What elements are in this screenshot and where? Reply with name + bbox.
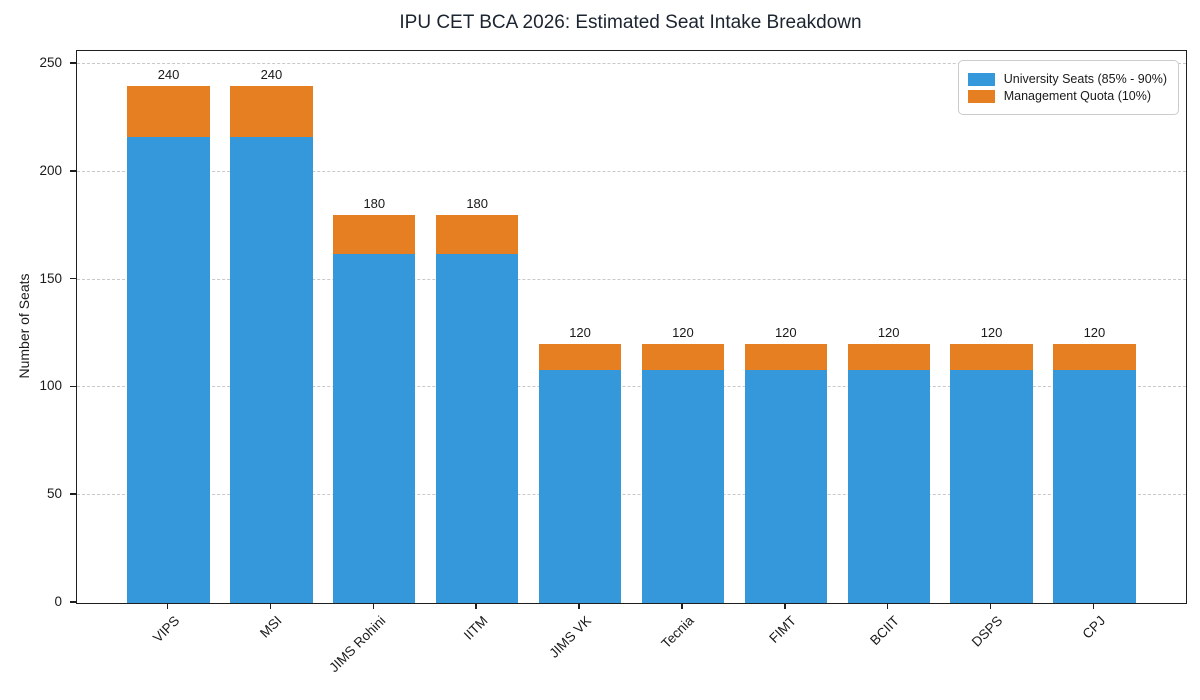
bar-fimt [744, 51, 827, 603]
x-tick-mark [475, 603, 477, 609]
bar-segment-management [744, 344, 827, 371]
y-tick-mark [70, 385, 76, 388]
bar-value-label: 120 [774, 325, 797, 341]
legend-item: Management Quota (10%) [967, 89, 1167, 103]
bar-value-label: 120 [1083, 325, 1106, 341]
bar-dsps [950, 51, 1033, 603]
y-tick-label: 200 [39, 162, 62, 178]
bar-segment-management [230, 85, 313, 138]
x-tick-mark [989, 603, 992, 609]
bar-segment-management [538, 344, 622, 371]
gridline-y-200 [77, 170, 1186, 172]
y-tick-mark [70, 493, 76, 495]
legend-item: University Seats (85% - 90%) [967, 72, 1167, 86]
bar-jims-vk [538, 51, 622, 603]
bar-segment-management [333, 214, 416, 254]
chart-title: IPU CET BCA 2026: Estimated Seat Intake … [399, 12, 862, 33]
gridline-y-150 [77, 278, 1186, 280]
legend-swatch [967, 72, 995, 86]
bar-segment-management [436, 214, 519, 254]
bar-tecnia [641, 51, 725, 603]
legend-label: University Seats (85% - 90%) [1003, 72, 1167, 86]
gridline-y-250 [77, 62, 1186, 64]
x-tick-mark [1092, 603, 1095, 609]
bar-value-label: 120 [672, 325, 694, 341]
bar-segment-management [847, 344, 930, 371]
legend-swatch [967, 89, 995, 103]
bar-segment-university [744, 370, 827, 603]
bar-value-label: 240 [260, 66, 283, 82]
x-tick-mark [372, 603, 375, 609]
bar-value-label: 120 [980, 325, 1003, 341]
bar-iitm [436, 51, 519, 603]
y-tick-label: 250 [39, 54, 62, 70]
legend-label: Management Quota (10%) [1003, 89, 1152, 103]
x-tick-mark [886, 603, 889, 609]
bar-segment-management [641, 344, 725, 371]
plot-area: 240 240 180 180 120 120 120 120 120 120 Universit… [76, 50, 1187, 604]
gridline-y-50 [77, 494, 1186, 496]
bar-segment-management [1053, 344, 1136, 371]
bar-value-label: 180 [466, 195, 489, 211]
x-tick-mark [784, 603, 786, 609]
y-tick-mark [70, 170, 76, 172]
y-tick-mark [70, 601, 76, 603]
bar-segment-university [436, 253, 519, 603]
bar-value-label: 240 [157, 66, 180, 82]
bar-segment-university [230, 137, 313, 603]
gridline-y-100 [77, 386, 1186, 388]
x-tick-mark [578, 603, 580, 609]
bar-segment-university [1053, 370, 1136, 603]
legend: University Seats (85% - 90%) Management Q… [957, 60, 1179, 115]
x-tick-mark [269, 603, 272, 609]
bar-value-label: 120 [569, 325, 591, 341]
x-tick-mark [681, 603, 683, 609]
bar-value-label: 120 [877, 325, 900, 341]
bar-jims-rohini [333, 51, 416, 603]
bar-segment-university [641, 370, 725, 603]
y-tick-label: 0 [54, 594, 62, 609]
bar-msi [230, 51, 313, 603]
bar-segment-university [538, 370, 622, 603]
bar-segment-university [333, 253, 416, 603]
bar-segment-management [127, 85, 210, 138]
bar-cpj [1053, 51, 1136, 603]
bar-segment-university [127, 137, 210, 603]
bar-vips [127, 51, 210, 603]
y-tick-label: 150 [39, 270, 62, 286]
y-tick-label: 50 [46, 486, 62, 502]
bar-segment-university [847, 370, 930, 603]
y-tick-mark [70, 277, 76, 280]
y-tick-label: 100 [39, 378, 62, 394]
bar-bciit [847, 51, 930, 603]
y-tick-mark [70, 62, 76, 64]
bar-segment-university [950, 370, 1033, 603]
bar-segment-management [950, 344, 1033, 371]
bar-value-label: 180 [363, 195, 386, 211]
x-tick-mark [166, 603, 169, 609]
